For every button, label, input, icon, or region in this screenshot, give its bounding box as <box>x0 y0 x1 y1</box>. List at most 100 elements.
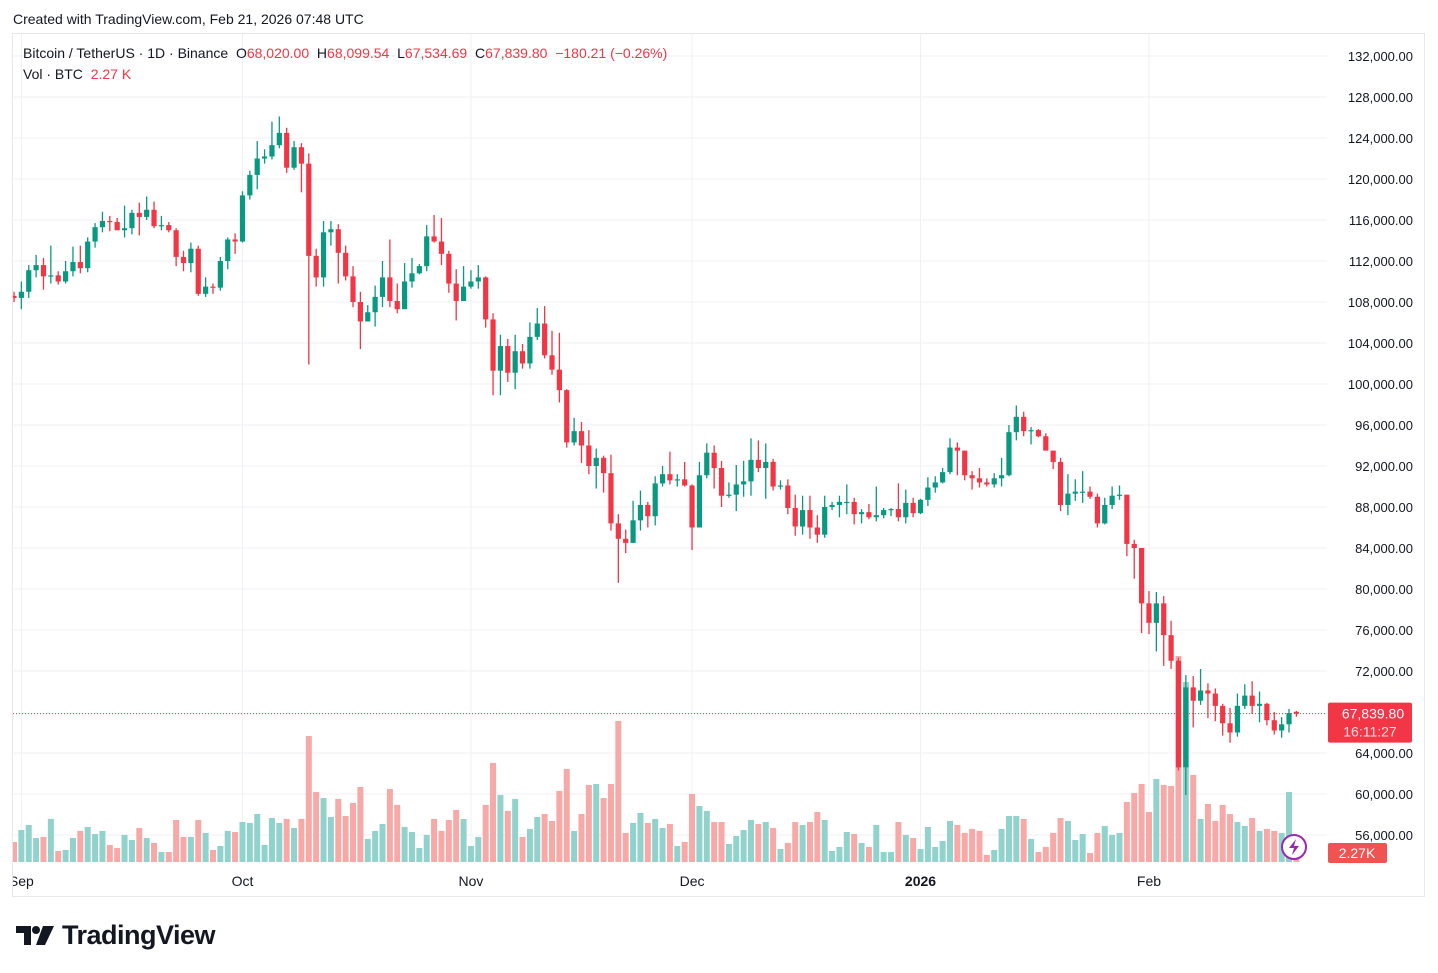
volume-bar <box>445 820 452 862</box>
volume-bar <box>261 844 268 862</box>
candle-body <box>799 510 806 527</box>
candle-body <box>424 236 430 267</box>
candle-body <box>1234 705 1241 733</box>
candle-body <box>357 302 363 322</box>
volume-bar <box>180 836 187 862</box>
candle-body <box>851 501 857 515</box>
price-tick-label: 124,000.00 <box>1348 131 1413 146</box>
symbol-legend[interactable]: Bitcoin / TetherUS · 1D · Binance O68,02… <box>23 45 667 61</box>
candle <box>225 237 231 270</box>
volume-bar <box>1079 834 1086 862</box>
candle <box>741 460 747 497</box>
candle <box>247 170 253 200</box>
volume-bar <box>1271 830 1278 862</box>
candle-body <box>748 459 754 482</box>
volume-bar <box>386 788 393 862</box>
candle <box>777 480 784 490</box>
volume-bar <box>858 842 865 862</box>
volume-bar <box>173 820 180 862</box>
candle-body <box>1050 450 1056 462</box>
volume-bar <box>637 812 644 862</box>
price-tick-label: 96,000.00 <box>1355 418 1413 433</box>
candle-body <box>954 447 960 451</box>
candle-body <box>261 156 268 159</box>
candle <box>18 281 24 310</box>
close-value: 67,839.80 <box>485 45 548 61</box>
time-axis[interactable]: Sep Oct Nov Dec 2026 Feb <box>9 873 1161 889</box>
chart-frame <box>12 33 1425 897</box>
candle <box>490 313 496 396</box>
price-axis[interactable]: 132,000.00 128,000.00 124,000.00 120,000.00… <box>1348 49 1413 843</box>
time-tick-label: Dec <box>680 873 705 889</box>
volume-bar <box>681 842 688 862</box>
volume-bar <box>298 818 305 862</box>
candle-body <box>998 475 1005 479</box>
candle-body <box>1043 436 1049 451</box>
volume-bar <box>1227 814 1234 862</box>
tradingview-logo[interactable]: TradingView <box>16 920 216 951</box>
alert-button[interactable] <box>1281 834 1307 860</box>
candle <box>136 202 142 236</box>
volume-value: 2.27 K <box>90 66 132 82</box>
candle-body <box>475 277 481 282</box>
candle-body <box>158 225 164 227</box>
volume-bar <box>1190 774 1197 862</box>
candle-body <box>306 163 312 256</box>
candle <box>578 421 585 463</box>
candle <box>1212 688 1218 722</box>
candle-body <box>556 369 562 391</box>
volume-bar <box>1101 826 1108 862</box>
candle-body <box>114 222 120 231</box>
candle <box>1220 703 1226 736</box>
volume-bar <box>644 822 651 862</box>
candle <box>527 322 533 369</box>
volume-bar <box>69 838 76 862</box>
volume-bar <box>578 814 585 862</box>
candle-body <box>203 286 209 294</box>
price-tick-label: 76,000.00 <box>1355 623 1413 638</box>
candle <box>814 515 820 543</box>
volume-bar <box>224 830 231 862</box>
volume-bar <box>1057 818 1064 862</box>
candle-body <box>770 461 776 487</box>
volume-bar <box>423 834 430 862</box>
volume-bar <box>195 820 202 862</box>
candle-body <box>910 502 916 514</box>
candle-body <box>718 468 725 496</box>
volume-legend[interactable]: Vol · BTC 2.27 K <box>23 66 131 82</box>
candle-body <box>188 248 194 264</box>
candle-body <box>822 507 828 535</box>
candle <box>1161 596 1167 666</box>
candle-body <box>195 248 201 294</box>
candle-body <box>379 277 386 297</box>
candle <box>261 149 268 164</box>
candle <box>239 191 246 243</box>
candle-body <box>932 482 938 488</box>
candle <box>1116 485 1123 500</box>
volume-bar <box>283 818 290 862</box>
candle <box>232 233 238 254</box>
candle <box>667 451 673 485</box>
candle-body <box>1021 416 1027 432</box>
candle <box>1146 591 1152 635</box>
candle-body <box>298 147 305 164</box>
candle-body <box>1072 491 1078 494</box>
volume-bar <box>1042 846 1049 862</box>
candle-body <box>1227 723 1233 733</box>
candle <box>763 443 769 499</box>
volume-bar <box>630 822 637 862</box>
volume-bar <box>666 824 673 862</box>
volume-bar <box>622 832 629 862</box>
candle-body <box>637 504 644 521</box>
candle <box>1293 710 1299 717</box>
volume-bar <box>718 822 725 862</box>
volume-series <box>13 656 1300 862</box>
price-tick-label: 116,000.00 <box>1349 213 1413 228</box>
candle-body <box>940 472 946 483</box>
candle <box>158 215 164 231</box>
volume-bar <box>607 784 614 862</box>
candle <box>637 490 644 531</box>
low-label: L <box>397 45 405 61</box>
candle <box>372 285 378 327</box>
